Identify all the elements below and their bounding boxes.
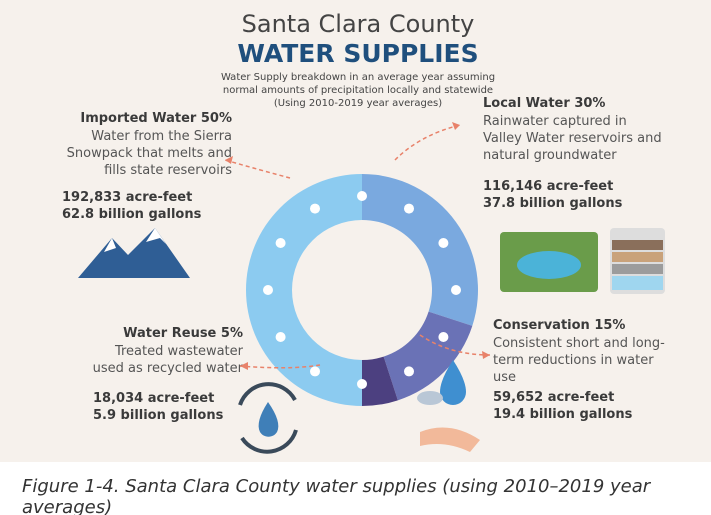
- category-label: Water Reuse: [123, 326, 216, 341]
- slice: [383, 311, 473, 401]
- labels: Local Water 30% Rainwater captured in Vall…: [62, 96, 665, 423]
- segment-label: Imported Water 50%: [80, 111, 232, 126]
- mountain-icon: [78, 228, 190, 278]
- ring-dot: [357, 191, 367, 201]
- volume: 192,833 acre-feet: [62, 190, 192, 205]
- description: use: [493, 370, 516, 385]
- volume: 116,146 acre-feet: [483, 179, 613, 194]
- category-label: Conservation: [493, 318, 590, 333]
- ring-dot: [438, 332, 449, 342]
- ring-dot: [310, 203, 320, 214]
- description: fills state reservoirs: [104, 163, 232, 178]
- ring-dot: [438, 238, 449, 248]
- value-label: 50%: [201, 111, 232, 126]
- hand-icon: [417, 360, 480, 452]
- description: term reductions in water: [493, 353, 654, 368]
- caption-line: averages): [22, 497, 112, 515]
- chart-title: Santa Clara County: [242, 10, 475, 38]
- note-line: normal amounts of precipitation locally …: [223, 85, 493, 96]
- ring-dot: [263, 285, 273, 295]
- ring-dot: [404, 203, 414, 214]
- volume: 62.8 billion gallons: [62, 207, 202, 222]
- ring-dot: [275, 332, 286, 342]
- chart-subtitle: WATER SUPPLIES: [237, 39, 478, 68]
- note: Water Supply breakdown in an average yea…: [221, 72, 495, 109]
- description: natural groundwater: [483, 148, 617, 163]
- arrow-head: [225, 156, 233, 164]
- description: Consistent short and long-: [493, 336, 665, 351]
- arrow-head: [452, 122, 460, 130]
- ring-dot: [310, 366, 320, 377]
- arrow: [239, 364, 321, 369]
- ring-dot: [451, 285, 461, 295]
- note-line: (Using 2010-2019 year averages): [274, 98, 442, 109]
- note-line: Water Supply breakdown in an average yea…: [221, 72, 495, 83]
- volume: 18,034 acre-feet: [93, 391, 214, 406]
- volume: 37.8 billion gallons: [483, 196, 623, 211]
- description: Rainwater captured in: [483, 114, 627, 129]
- slice: [362, 356, 398, 406]
- arrow-head: [240, 362, 248, 370]
- value-label: 15%: [594, 318, 625, 333]
- category-label: Imported Water: [80, 111, 197, 126]
- arrow-head: [482, 351, 490, 359]
- description: used as recycled water: [93, 361, 244, 376]
- volume: 19.4 billion gallons: [493, 407, 633, 422]
- donut: [246, 174, 478, 406]
- caption-line: Figure 1-4. Santa Clara County water sup…: [22, 476, 652, 497]
- segment-label: Water Reuse 5%: [123, 326, 243, 341]
- recycle-icon: [238, 382, 298, 454]
- reservoir-icon: [500, 228, 665, 294]
- ring-dot: [404, 366, 414, 377]
- volume: 5.9 billion gallons: [93, 408, 224, 423]
- volume: 59,652 acre-feet: [493, 390, 614, 405]
- slice: [362, 174, 478, 326]
- slice: [246, 174, 362, 406]
- arrow: [394, 124, 461, 161]
- ring-dot: [357, 379, 367, 389]
- description: Treated wastewater: [114, 344, 244, 359]
- description: Valley Water reservoirs and: [483, 131, 662, 146]
- segment-label: Local Water 30%: [483, 96, 605, 111]
- segment-label: Conservation 15%: [493, 318, 625, 333]
- value-label: 5%: [221, 326, 243, 341]
- caption: Figure 1-4. Santa Clara County water sup…: [22, 476, 652, 515]
- ring-dot: [275, 238, 286, 248]
- value-label: 30%: [574, 96, 605, 111]
- description: Water from the Sierra: [91, 129, 232, 144]
- description: Snowpack that melts and: [67, 146, 232, 161]
- category-label: Local Water: [483, 96, 570, 111]
